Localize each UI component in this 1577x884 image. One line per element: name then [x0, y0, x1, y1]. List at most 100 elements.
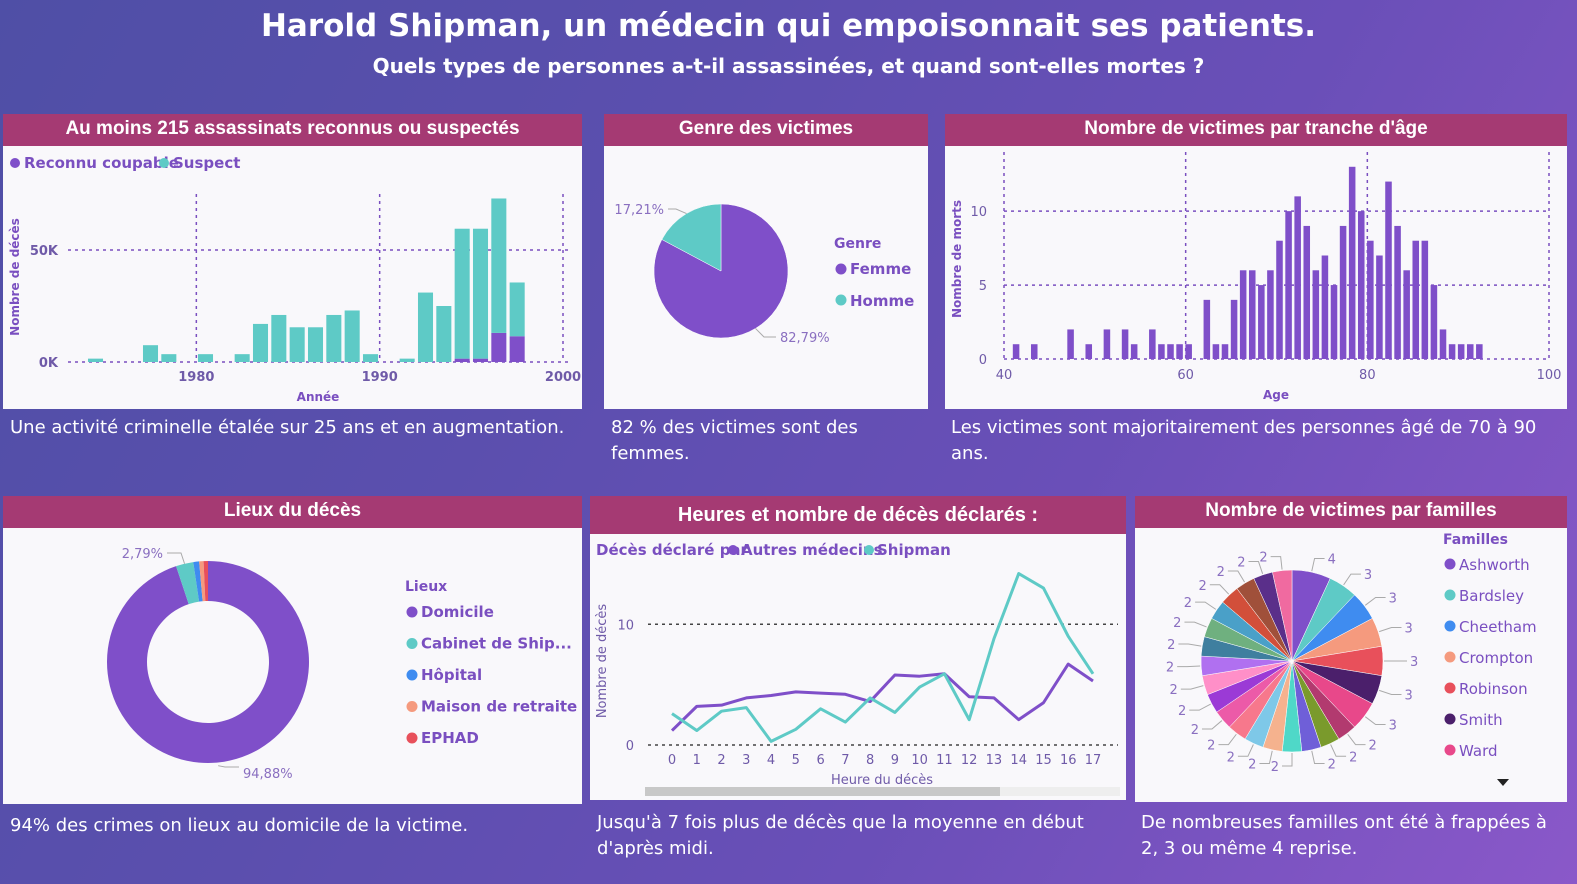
legend-dot	[1444, 713, 1456, 725]
bar-suspect	[417, 292, 434, 362]
chart-age: 0 5 10 40 60 80 100 Age Nombre de morts	[950, 152, 1562, 402]
bar-age	[1130, 344, 1138, 359]
legend-scroll-down-icon[interactable]	[1497, 779, 1509, 786]
x-tick: 1980	[178, 370, 214, 385]
x-tick: 100	[1537, 368, 1562, 383]
legend-item: EPHAD	[421, 729, 479, 747]
value-label: 3	[1389, 591, 1397, 606]
value-label: 3	[1389, 719, 1397, 734]
bar-suspect	[289, 327, 305, 362]
legend-shipman: Shipman	[877, 541, 951, 559]
bar-age	[1149, 329, 1156, 359]
leader-line	[1184, 621, 1207, 628]
bar-age	[1303, 225, 1311, 359]
bar-age	[1330, 285, 1338, 359]
caption-families: De nombreuses familles ont été à frappée…	[1141, 812, 1547, 859]
bar-age	[1221, 344, 1229, 359]
panel-age[interactable]: Nombre de victimes par tranche d'âge 0 5 1…	[945, 114, 1567, 409]
pct-label-cabinet: 2,79%	[122, 547, 163, 562]
leader-line	[1248, 560, 1264, 574]
leader-line	[1178, 643, 1202, 647]
legend-dot	[406, 638, 418, 649]
bar-age	[1167, 344, 1174, 359]
bar-age	[1103, 329, 1111, 359]
leader-line	[1311, 750, 1325, 765]
bar-suspect	[491, 198, 507, 333]
bar-age	[1212, 344, 1220, 359]
bar-age	[1339, 225, 1347, 359]
bar-age	[1158, 344, 1165, 359]
pct-label-homme: 17,21%	[614, 203, 664, 218]
y-tick-50k: 50K	[30, 244, 59, 259]
bar-age	[1421, 240, 1429, 359]
value-label: 3	[1405, 689, 1413, 704]
bar-age	[1357, 211, 1365, 359]
caption-age: Les victimes sont majoritairement des pe…	[951, 417, 1537, 464]
bar-age	[1258, 285, 1265, 359]
leader-line	[1177, 665, 1201, 668]
legend-dot	[406, 701, 418, 712]
y-tick-0k: 0K	[39, 356, 59, 371]
pie-slice	[661, 203, 722, 272]
pie-slice	[1272, 569, 1293, 662]
leader-line	[1218, 733, 1237, 746]
x-tick: 2000	[545, 370, 581, 385]
legend-item: Smith	[1459, 711, 1503, 729]
dashboard-title: Harold Shipman, un médecin qui empoisonn…	[260, 8, 1317, 44]
leader-line	[1282, 753, 1293, 767]
value-label: 2	[1166, 661, 1174, 676]
panel-hours[interactable]: Heures et nombre de décès déclarés : Déc…	[590, 496, 1126, 800]
bar-age	[1476, 344, 1483, 359]
legend-suspect: Suspect	[173, 154, 240, 172]
bar-age	[1285, 211, 1292, 359]
pie-slice	[199, 561, 206, 602]
bar-suspect	[197, 354, 214, 362]
value-label: 3	[1410, 655, 1418, 670]
panel-header: Nombre de victimes par familles	[1135, 496, 1567, 528]
bar-age	[1067, 329, 1074, 359]
bar-suspect	[87, 358, 104, 362]
pct-label-femme: 82,79%	[780, 331, 830, 346]
legend-dot	[1444, 558, 1456, 570]
bar-age	[1203, 299, 1211, 359]
bar-age	[1248, 270, 1256, 359]
legend-dot-femme	[835, 263, 847, 275]
bar-age	[1294, 196, 1301, 359]
leader-line	[668, 208, 687, 215]
x-tick: 40	[996, 368, 1013, 383]
leader-line	[218, 765, 239, 768]
x-axis-title: Heure du décès	[831, 773, 933, 788]
x-tick: 14	[1010, 753, 1027, 768]
value-label: 2	[1207, 739, 1215, 754]
x-tick: 8	[866, 753, 874, 768]
legend-dot	[1444, 589, 1456, 601]
panel-header: Genre des victimes	[604, 114, 928, 146]
panel-places[interactable]: Lieux du décès 94,88% 2,79% Lieux Domicile C…	[3, 496, 582, 804]
leader-line	[1201, 720, 1223, 730]
x-tick: 17	[1085, 753, 1102, 768]
legend-dot	[1444, 651, 1456, 663]
panel-gender[interactable]: Genre des victimes 82,79% 17,21% Genre Femm…	[604, 114, 928, 409]
value-label: 2	[1328, 758, 1336, 773]
value-label: 2	[1173, 616, 1181, 631]
bar-age	[1312, 270, 1320, 359]
legend-femme: Femme	[850, 260, 911, 278]
bar-suspect	[362, 354, 379, 362]
value-label: 2	[1170, 683, 1178, 698]
leader-line	[1209, 584, 1230, 595]
legend-dot	[406, 606, 418, 618]
caption-places: 94% des crimes on lieux au domicile de l…	[10, 815, 469, 836]
x-tick: 0	[668, 753, 676, 768]
legend-title: Familles	[1443, 532, 1508, 548]
bar-age	[1239, 270, 1247, 359]
legend-item: Maison de retraite	[421, 698, 577, 716]
value-label: 2	[1259, 551, 1267, 566]
horizontal-scrollbar-track[interactable]	[645, 787, 1120, 796]
horizontal-scrollbar-thumb[interactable]	[645, 787, 1000, 796]
panel-deaths-by-year[interactable]: Au moins 215 assassinats reconnus ou sus…	[3, 114, 582, 409]
legend-item: Ward	[1459, 742, 1498, 760]
bar-age	[1012, 344, 1020, 359]
bar-age	[1466, 344, 1474, 359]
y-tick: 10	[970, 205, 987, 220]
